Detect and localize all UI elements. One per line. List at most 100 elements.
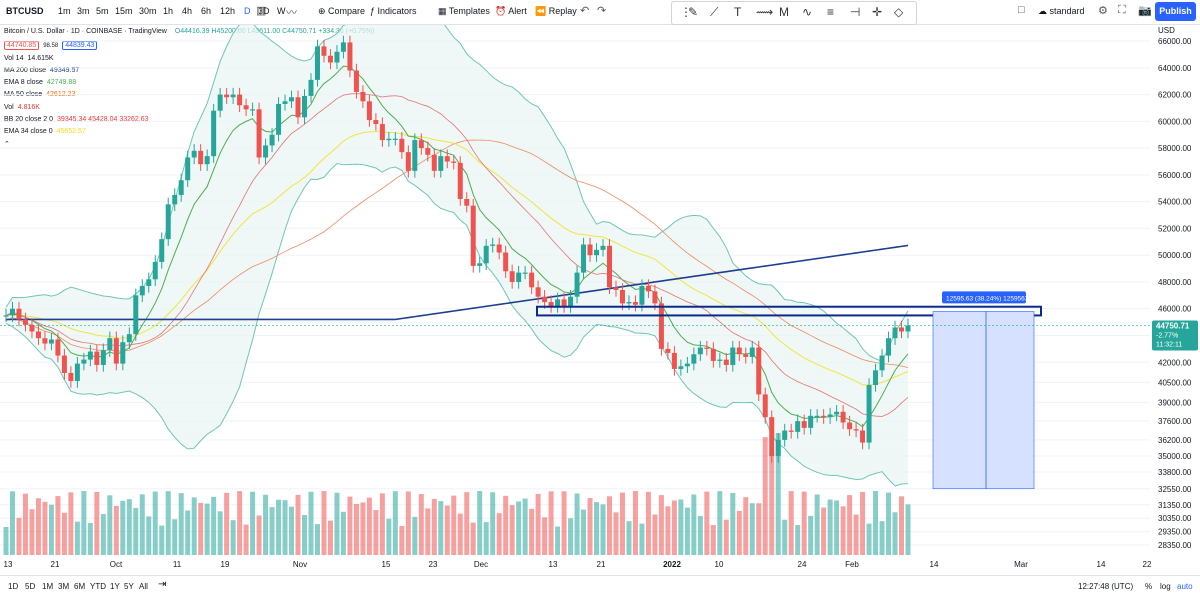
range-1m[interactable]: 1M xyxy=(42,582,54,591)
indicator-value: 42749.88 xyxy=(46,79,77,87)
curve-icon[interactable]: ∿ xyxy=(802,5,813,19)
volume-bar xyxy=(438,501,444,555)
indicators-button[interactable]: ƒ Indicators xyxy=(370,6,417,16)
indicator-row[interactable]: BB 20 close 2 0 39345.34 45428.04 33262.6… xyxy=(4,114,374,126)
abcd-icon[interactable]: M xyxy=(779,5,789,19)
timeframe-12h[interactable]: 12h xyxy=(220,6,236,16)
auto-toggle[interactable]: auto xyxy=(1177,582,1193,591)
range-5y[interactable]: 5Y xyxy=(124,582,134,591)
range-5d[interactable]: 5D xyxy=(25,582,36,591)
shape-icon[interactable]: ◇ xyxy=(894,5,904,19)
indicator-row[interactable]: MA 200 close 49349.57 xyxy=(4,65,374,77)
indicator-row[interactable]: Vol 4.816K xyxy=(4,102,374,114)
volume-bar xyxy=(321,491,327,555)
range-ytd[interactable]: YTD xyxy=(90,582,106,591)
pattern-icon[interactable]: ⟿ xyxy=(756,5,774,19)
candle-body xyxy=(353,70,359,92)
publish-button[interactable]: Publish xyxy=(1155,2,1196,21)
timeframe-W[interactable]: W xyxy=(277,6,286,16)
timeframe-1h[interactable]: 1h xyxy=(163,6,174,16)
timeframe-5m[interactable]: 5m xyxy=(96,6,109,16)
timeframe-3m[interactable]: 3m xyxy=(77,6,90,16)
time-tick-label: 23 xyxy=(429,560,438,569)
ruler-icon[interactable]: ⊣ xyxy=(850,5,861,19)
legend-collapse-icon[interactable]: ⌃ xyxy=(4,140,10,148)
alert-button[interactable]: ⏰ Alert xyxy=(495,6,527,16)
text-icon[interactable]: T xyxy=(734,5,742,19)
candle-body xyxy=(749,347,755,357)
candle-body xyxy=(3,315,9,317)
timeframe-D[interactable]: D xyxy=(244,6,251,16)
layout-square-icon[interactable]: □ xyxy=(1018,4,1025,16)
indicator-value: 49349.57 xyxy=(50,66,80,74)
redo-icon[interactable]: ↷ xyxy=(597,5,607,17)
symbol-search[interactable]: BTCUSD xyxy=(6,6,44,16)
candle-body xyxy=(444,156,450,162)
volume-bar xyxy=(834,500,840,555)
percent-toggle[interactable]: % xyxy=(1145,582,1153,591)
indicator-label: Vol 14 xyxy=(4,54,24,62)
range-1y[interactable]: 1Y xyxy=(110,582,120,591)
ema34-line xyxy=(5,130,909,386)
ask-box[interactable]: 44839.43 xyxy=(62,41,98,51)
bid-box[interactable]: 44740.85 xyxy=(4,41,40,51)
indicator-row[interactable]: EMA 34 close 0 45652.57 xyxy=(4,126,374,138)
price-chart[interactable]: 66000.00 64000.00 62000.00 60000.00 58000.00… xyxy=(0,25,1200,575)
timeframe-1m[interactable]: 1m xyxy=(58,6,71,16)
candle-body xyxy=(198,150,204,165)
range-6m[interactable]: 6M xyxy=(74,582,86,591)
candle-body xyxy=(425,148,431,155)
templates-label: Templates xyxy=(448,6,490,16)
legend-title-row: Bitcoin / U.S. Dollar · 1D · COINBASE · … xyxy=(4,26,374,38)
indicator-label: BB 20 close 2 0 xyxy=(4,116,54,124)
fib-icon[interactable]: ≡ xyxy=(827,5,835,19)
layout-button[interactable]: ☁ standard xyxy=(1038,6,1085,16)
candle-body xyxy=(691,354,697,364)
range-3m[interactable]: 3M xyxy=(58,582,70,591)
volume-bar xyxy=(639,523,645,555)
volume-bar xyxy=(788,491,794,555)
volume-bar xyxy=(704,491,710,555)
timeframe-3D[interactable]: 3D xyxy=(258,6,270,16)
chart-style-icon[interactable]: 〰 xyxy=(286,7,297,19)
time-tick-label: 15 xyxy=(382,560,391,569)
volume-bar xyxy=(522,498,528,555)
volume-bar xyxy=(503,495,509,555)
timeframe-4h[interactable]: 4h xyxy=(182,6,193,16)
time-tick-label: 11 xyxy=(173,560,182,569)
timeframe-6h[interactable]: 6h xyxy=(201,6,212,16)
compare-button[interactable]: ⊕ Compare xyxy=(318,6,366,16)
candle-body xyxy=(639,285,645,305)
bar-style-icon[interactable]: ▥ xyxy=(256,5,267,17)
indicator-row[interactable]: EMA 8 close 42749.88 xyxy=(4,77,374,89)
timeframe-30m[interactable]: 30m xyxy=(139,6,157,16)
bollinger-basis xyxy=(5,93,909,417)
camera-icon[interactable]: 📷 xyxy=(1138,5,1152,17)
range-1d[interactable]: 1D xyxy=(8,582,19,591)
volume-bar xyxy=(723,519,729,555)
templates-button[interactable]: ▦ Templates xyxy=(438,6,490,16)
fullscreen-icon[interactable]: ⛶ xyxy=(1118,4,1126,16)
candle-body xyxy=(866,385,872,443)
volume-bar xyxy=(665,506,671,555)
price-tick-label: 28350.00 xyxy=(1158,541,1192,550)
crosshair-icon[interactable]: ⋮ xyxy=(680,5,692,19)
price-tick-label: 48000.00 xyxy=(1158,278,1192,287)
gear-icon[interactable]: ⚙ xyxy=(1098,5,1108,17)
log-toggle[interactable]: log xyxy=(1160,582,1171,591)
cross-icon[interactable]: ✛ xyxy=(872,5,883,19)
trendline-icon[interactable]: ⟋ xyxy=(710,5,719,19)
candle-body xyxy=(840,411,846,423)
clock-readout: 12:27:48 (UTC) xyxy=(1078,582,1134,591)
time-tick-label: 21 xyxy=(597,560,606,569)
range-all[interactable]: All xyxy=(139,582,148,591)
timeframe-15m[interactable]: 15m xyxy=(115,6,133,16)
replay-button[interactable]: ⏪ Replay xyxy=(535,6,577,16)
brush-icon[interactable]: ✎ xyxy=(688,5,699,19)
candle-body xyxy=(736,347,742,355)
indicator-row[interactable]: Vol 14 14.615K xyxy=(4,53,374,65)
spread-value: 98.58 xyxy=(43,43,59,50)
date-range-icon[interactable]: ⇥ xyxy=(158,579,167,590)
undo-icon[interactable]: ↶ xyxy=(580,5,590,17)
candle-body xyxy=(392,138,398,140)
